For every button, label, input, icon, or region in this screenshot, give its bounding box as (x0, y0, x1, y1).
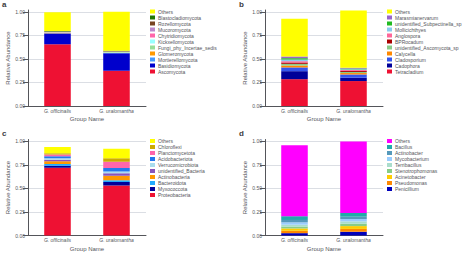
svg-text:Glomeromycota: Glomeromycota (158, 50, 194, 57)
svg-text:G. officinalis: G. officinalis (281, 108, 309, 114)
svg-text:Mollicichthyes: Mollicichthyes (395, 26, 427, 33)
svg-text:G. uralomantha: G. uralomantha (99, 108, 134, 114)
svg-text:G. officinalis: G. officinalis (281, 237, 309, 243)
svg-text:Group Name: Group Name (307, 116, 342, 122)
svg-text:0.75: 0.75 (15, 162, 25, 168)
svg-text:1.00: 1.00 (252, 138, 262, 144)
svg-text:Others: Others (158, 8, 173, 15)
svg-text:Bacillus: Bacillus (395, 144, 413, 150)
svg-text:Kickxellomycota: Kickxellomycota (158, 38, 194, 45)
svg-text:G. uralomantha: G. uralomantha (336, 108, 371, 114)
svg-text:Bacteroidota: Bacteroidota (158, 180, 187, 186)
svg-text:Mortierellomycota: Mortierellomycota (158, 56, 198, 63)
svg-text:Proteobacteria: Proteobacteria (158, 192, 191, 198)
svg-text:Anglospora: Anglospora (395, 32, 421, 39)
svg-text:G. officinalis: G. officinalis (44, 108, 72, 114)
svg-text:Acinetobacter: Acinetobacter (395, 174, 426, 180)
svg-text:Basidiomycota: Basidiomycota (158, 62, 191, 69)
svg-text:1.00: 1.00 (15, 138, 25, 144)
svg-text:Planctomycetota: Planctomycetota (158, 150, 195, 156)
svg-text:unidentified_Bacteria: unidentified_Bacteria (158, 168, 205, 174)
svg-text:Relative Abundance: Relative Abundance (242, 31, 248, 85)
svg-text:1.00: 1.00 (15, 9, 25, 15)
svg-text:BPRocadum: BPRocadum (395, 38, 424, 45)
svg-text:0.25: 0.25 (15, 79, 25, 85)
svg-text:0.75: 0.75 (15, 32, 25, 38)
svg-text:G. uralomantha: G. uralomantha (336, 237, 371, 243)
svg-text:Ascomycota: Ascomycota (158, 69, 185, 75)
svg-text:Cadophora: Cadophora (395, 62, 420, 69)
svg-text:0.00: 0.00 (252, 103, 262, 109)
svg-text:b: b (239, 0, 244, 9)
svg-text:Relative Abundance: Relative Abundance (5, 31, 11, 85)
svg-text:1.00: 1.00 (252, 9, 262, 15)
svg-text:Mucoromycota: Mucoromycota (158, 26, 191, 33)
svg-text:0.25: 0.25 (252, 79, 262, 85)
svg-text:Group Name: Group Name (70, 116, 105, 122)
svg-text:Others: Others (158, 138, 173, 144)
svg-text:0.00: 0.00 (15, 233, 25, 239)
svg-text:0.00: 0.00 (252, 233, 262, 239)
svg-text:0.25: 0.25 (252, 209, 262, 215)
svg-text:Pseudomonas: Pseudomonas (395, 180, 427, 186)
svg-text:d: d (239, 129, 244, 138)
svg-text:Calycella: Calycella (395, 50, 416, 57)
svg-text:Myxococcota: Myxococcota (158, 186, 188, 192)
svg-text:0.50: 0.50 (15, 185, 25, 191)
svg-text:Marasmianervarum: Marasmianervarum (395, 14, 439, 21)
svg-text:G. uralomantha: G. uralomantha (99, 237, 134, 243)
svg-text:Others: Others (395, 8, 410, 15)
svg-text:Group Name: Group Name (307, 246, 342, 252)
svg-text:Acidobacteriota: Acidobacteriota (158, 156, 193, 162)
svg-text:c: c (2, 129, 7, 138)
svg-text:Group Name: Group Name (70, 246, 105, 252)
svg-text:0.50: 0.50 (252, 56, 262, 62)
svg-text:a: a (2, 0, 7, 9)
svg-text:0.00: 0.00 (15, 103, 25, 109)
svg-text:Actinobacter: Actinobacter (395, 150, 423, 156)
svg-text:Relative Abundance: Relative Abundance (5, 160, 11, 214)
svg-text:0.50: 0.50 (15, 56, 25, 62)
svg-text:Chloroflexi: Chloroflexi (158, 144, 182, 150)
svg-text:Cladosporium: Cladosporium (395, 56, 426, 63)
svg-text:Terribacillus: Terribacillus (395, 162, 422, 168)
svg-text:Blastocladiomycota: Blastocladiomycota (158, 14, 202, 21)
svg-text:G. officinalis: G. officinalis (44, 237, 72, 243)
svg-text:unidentified_Ascomycota_sp: unidentified_Ascomycota_sp (395, 44, 459, 51)
svg-text:Tetracladium: Tetracladium (395, 69, 423, 75)
svg-text:Mycobacterium: Mycobacterium (395, 156, 429, 162)
svg-text:Stenotrophomonas: Stenotrophomonas (395, 168, 438, 174)
svg-text:Rozellomycota: Rozellomycota (158, 20, 191, 27)
svg-text:unidentified_Subpectinella_sp: unidentified_Subpectinella_sp (395, 20, 462, 27)
svg-text:0.50: 0.50 (252, 185, 262, 191)
svg-text:Others: Others (395, 138, 410, 144)
svg-text:Fungi_phy_Incertae_sedis: Fungi_phy_Incertae_sedis (158, 44, 217, 51)
svg-text:Chytridiomycota: Chytridiomycota (158, 32, 194, 39)
svg-text:0.75: 0.75 (252, 32, 262, 38)
svg-text:0.75: 0.75 (252, 162, 262, 168)
svg-text:Verrucomicrobiota: Verrucomicrobiota (158, 162, 199, 168)
svg-text:Relative Abundance: Relative Abundance (242, 160, 248, 214)
svg-text:0.25: 0.25 (15, 209, 25, 215)
svg-text:Actinobacteria: Actinobacteria (158, 174, 190, 180)
svg-text:Penicillium: Penicillium (395, 186, 419, 192)
